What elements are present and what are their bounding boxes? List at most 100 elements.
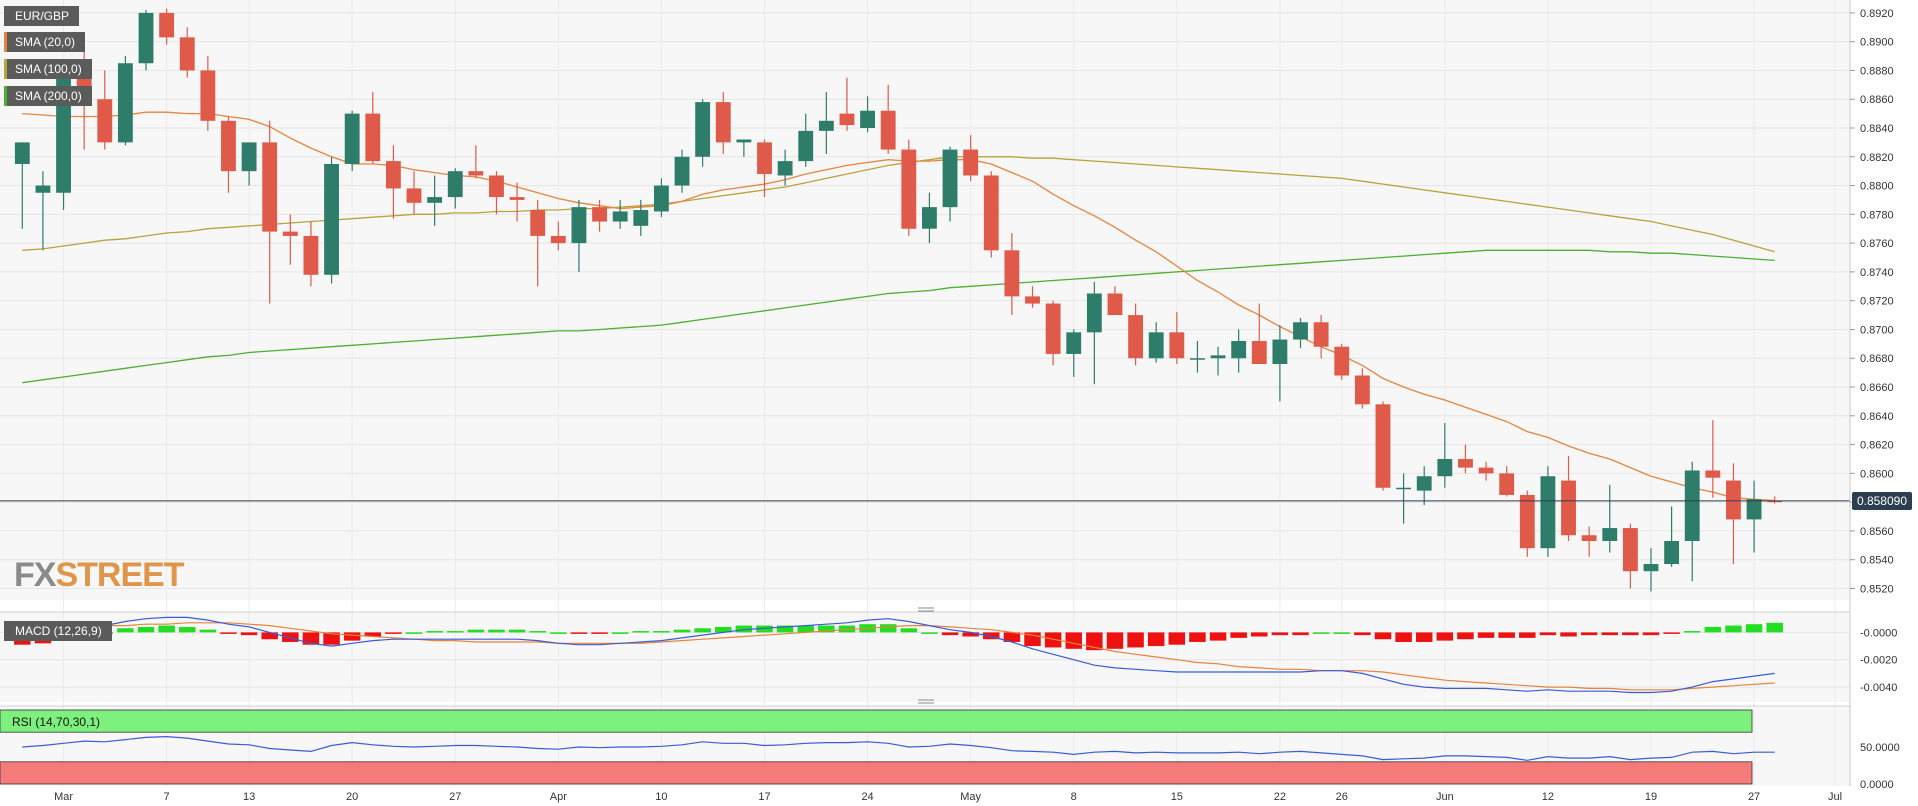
macd-histogram-bar [1663, 632, 1680, 634]
macd-histogram-bar [591, 632, 608, 634]
macd-histogram-bar [1580, 632, 1598, 636]
price-tick-label: 0.8680 [1860, 353, 1894, 365]
macd-histogram-bar [1436, 632, 1454, 641]
macd-histogram-bar [137, 626, 155, 633]
macd-histogram-bar [240, 632, 258, 636]
date-tick-label: 8 [1071, 791, 1077, 803]
candle-body [1025, 296, 1040, 304]
candle-body [303, 235, 319, 275]
candle-body [365, 113, 381, 162]
candle [1293, 317, 1308, 349]
rsi-legend[interactable]: RSI (14,70,30,1) [12, 715, 101, 729]
date-tick-label: Apr [550, 791, 567, 803]
x-axis: Mar 7 13 20 27 Apr 10 17 24 May 8 15 22 26 Jun 12 19 27 Ju… [54, 791, 1842, 803]
candle-body [1519, 494, 1535, 549]
candle [35, 171, 51, 251]
candle-body [1478, 467, 1494, 474]
panel-resize-handle-macd[interactable] [918, 607, 934, 612]
price-tick-label: 0.8780 [1860, 209, 1894, 221]
sma200-path [22, 249, 1775, 384]
candle [983, 171, 999, 258]
macd-legend[interactable]: MACD (12,26,9) [4, 621, 112, 641]
macd-histogram-bar [1127, 632, 1144, 648]
candle-body [406, 188, 422, 203]
candle-body [963, 149, 979, 176]
candle [901, 139, 917, 236]
macd-histogram-bar [1209, 632, 1227, 641]
candle-body [324, 163, 339, 275]
candle-body [200, 70, 216, 121]
candle-body [1066, 332, 1082, 354]
price-tick-label: 0.8740 [1860, 267, 1894, 279]
candle-body [1581, 535, 1597, 541]
fxstreet-logo: FXSTREET [14, 556, 185, 594]
candle [385, 145, 401, 219]
sma20-legend[interactable]: SMA (20,0) [4, 32, 86, 52]
symbol-legend[interactable]: EUR/GBP [4, 6, 80, 26]
macd-histogram-bar [1312, 632, 1330, 634]
candle [963, 135, 979, 182]
candle-body [818, 120, 834, 131]
macd-histogram-bar [529, 631, 546, 633]
candle [942, 146, 958, 222]
candle [138, 10, 154, 71]
sma200-legend[interactable]: SMA (200,0) [4, 86, 92, 106]
candle-body [530, 210, 546, 236]
candle [1190, 340, 1205, 373]
sma100-legend[interactable]: SMA (100,0) [4, 59, 92, 79]
macd-histogram-bar [1395, 632, 1412, 642]
sma20-path [22, 111, 1775, 502]
macd-histogram-bar [1539, 632, 1557, 636]
candle [839, 77, 855, 131]
price-tick-label: 0.8600 [1860, 468, 1894, 480]
candle-body [880, 110, 896, 150]
macd-histogram-bar [220, 632, 237, 634]
candle-body [777, 161, 793, 176]
candle [1334, 343, 1350, 380]
rsi-line [22, 735, 1775, 761]
macd-histogram-bar [1168, 632, 1186, 645]
rsi-tick-label: 50.0000 [1860, 742, 1900, 754]
sma200-line [22, 249, 1775, 384]
macd-histogram-bar [1519, 632, 1536, 638]
candle-body [97, 99, 113, 143]
candle [633, 199, 649, 236]
macd-histogram-bar [323, 632, 340, 645]
macd-histogram-bar [1333, 632, 1350, 634]
macd-histogram-bar [1189, 632, 1206, 642]
candle [427, 175, 443, 226]
price-tick-label: 0.8840 [1860, 123, 1894, 135]
candle [1746, 480, 1762, 553]
candle [1086, 281, 1102, 385]
candle-body [592, 207, 607, 222]
candle-body [1169, 332, 1185, 359]
price-tick-label: 0.8760 [1860, 238, 1894, 250]
macd-histogram-bar [838, 625, 856, 633]
candle [1581, 526, 1597, 557]
date-tick-label: 10 [655, 791, 667, 803]
candle-body [138, 12, 154, 64]
candle-body [1354, 375, 1370, 405]
candle-body [1231, 340, 1247, 359]
candle [303, 221, 319, 287]
candle-body [1148, 332, 1164, 359]
candle [1210, 346, 1226, 376]
candle [406, 171, 422, 215]
candle [221, 116, 236, 193]
candle [365, 92, 381, 164]
candle-body [1210, 355, 1226, 359]
macd-histogram-bar [1086, 632, 1103, 651]
candle [509, 182, 525, 222]
macd-histogram-bar [199, 629, 217, 633]
macd-histogram-bar [735, 625, 753, 633]
candle-body [1664, 541, 1680, 565]
candle [1622, 523, 1638, 589]
candle [550, 221, 566, 251]
candle [117, 56, 133, 146]
macd-histogram-bar [879, 624, 897, 633]
price-tick-label: 0.8560 [1860, 526, 1894, 538]
candle-body [1004, 250, 1020, 297]
panel-resize-handle-rsi[interactable] [918, 699, 934, 704]
sma100-line [22, 156, 1775, 253]
